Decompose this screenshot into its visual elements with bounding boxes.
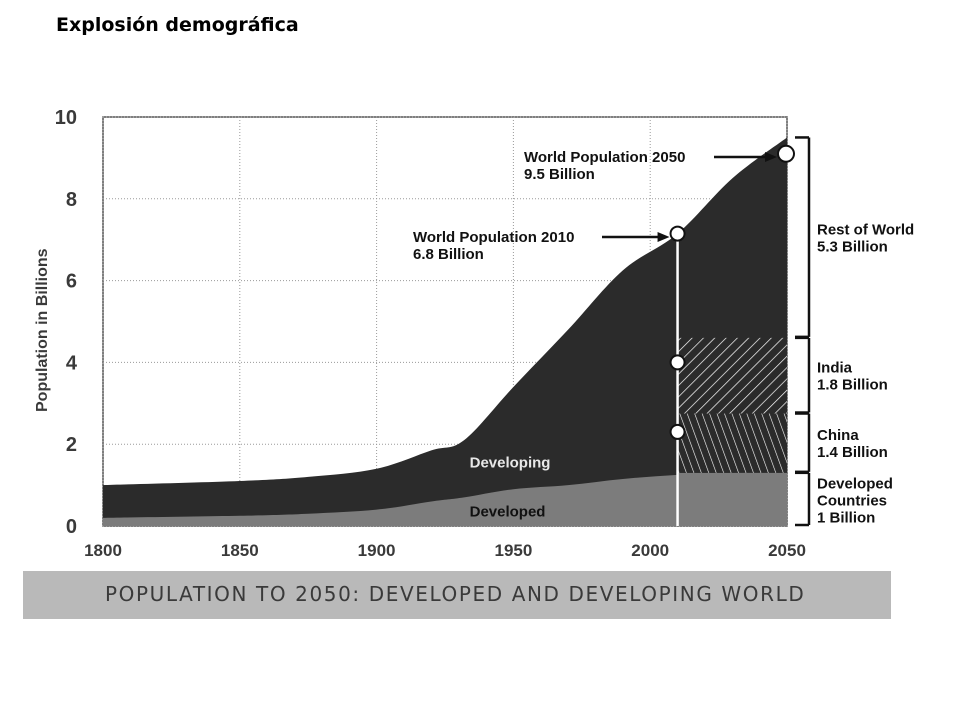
y-tick-label: 8 <box>66 189 77 211</box>
y-axis-label: Population in Billions <box>34 248 51 412</box>
bracket-label: 1.4 Billion <box>817 444 888 461</box>
bracket-label: Developed <box>817 475 893 492</box>
x-tick-label: 2050 <box>768 541 806 560</box>
y-tick-label: 0 <box>66 516 77 538</box>
breakdown-band-0 <box>677 472 787 526</box>
x-tick-label: 1950 <box>494 541 532 560</box>
annotation-arrowhead <box>765 152 777 162</box>
x-tick-label: 1850 <box>221 541 259 560</box>
bracket-label: China <box>817 427 859 444</box>
bracket-label: Rest of World <box>817 222 914 239</box>
label-developing: Developing <box>470 455 551 472</box>
bracket-label: 1.8 Billion <box>817 377 888 394</box>
area-developing <box>103 137 787 526</box>
marker-point-2010 <box>669 354 686 371</box>
x-tick-label: 1900 <box>358 541 396 560</box>
bracket-label: Countries <box>817 492 887 509</box>
x-tick-label: 1800 <box>84 541 122 560</box>
annotation-title: World Population 2050 <box>524 149 685 166</box>
area-developed <box>103 472 787 526</box>
y-tick-label: 6 <box>66 271 77 293</box>
annotation-value: 6.8 Billion <box>413 246 484 263</box>
bracket-label: 1 Billion <box>817 509 875 526</box>
y-tick-label: 10 <box>55 107 77 129</box>
annotation-title: World Population 2010 <box>413 229 574 246</box>
marker-point-2050 <box>777 144 795 163</box>
bracket-label: India <box>817 360 853 377</box>
marker-point-2010 <box>669 423 686 440</box>
breakdown-band-2 <box>677 337 787 414</box>
marker-point-2010 <box>669 225 686 242</box>
bracket-label: 5.3 Billion <box>817 239 888 256</box>
y-tick-label: 4 <box>66 352 78 374</box>
annotation-arrowhead <box>657 232 670 242</box>
annotation-value: 9.5 Billion <box>524 166 595 183</box>
x-tick-label: 2000 <box>631 541 669 560</box>
y-tick-label: 2 <box>66 434 77 456</box>
chart-caption: POPULATION TO 2050: DEVELOPED AND DEVELO… <box>105 582 806 606</box>
slide-title: Explosión demográfica <box>56 14 299 36</box>
label-developed: Developed <box>470 504 546 521</box>
chart-caption-banner: POPULATION TO 2050: DEVELOPED AND DEVELO… <box>23 571 891 619</box>
breakdown-band-1 <box>677 413 787 473</box>
